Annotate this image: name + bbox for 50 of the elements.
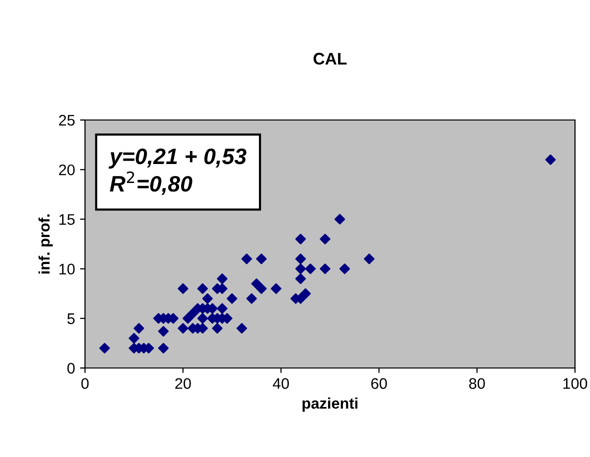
point	[305, 264, 316, 274]
x-tick-label: 60	[371, 378, 387, 389]
point	[216, 303, 228, 314]
x-tick-label: 0	[81, 378, 89, 389]
point	[202, 293, 213, 304]
point	[300, 288, 311, 299]
y-tick-label: 20	[59, 164, 75, 176]
point	[158, 326, 169, 337]
y-tick-label: 0	[67, 362, 75, 374]
chart-title: CAL	[314, 52, 347, 65]
y-tick-label: 5	[67, 313, 75, 324]
x-tick-label: 100	[563, 378, 588, 389]
point	[128, 332, 140, 344]
point	[320, 234, 330, 244]
point	[158, 342, 169, 354]
point	[182, 313, 194, 324]
x-axis-title: pazienti	[302, 398, 358, 412]
point	[295, 234, 306, 244]
point	[178, 283, 188, 294]
point	[212, 323, 223, 334]
point	[295, 273, 306, 284]
point	[226, 293, 238, 304]
x-tick-label: 20	[175, 378, 191, 389]
point	[545, 154, 556, 165]
point	[188, 308, 198, 319]
point	[99, 342, 110, 354]
point	[246, 293, 257, 304]
y-axis-title: inf. prof.	[38, 214, 53, 274]
point	[256, 283, 267, 294]
point	[256, 254, 267, 264]
point	[197, 283, 208, 294]
point	[134, 323, 144, 334]
point	[216, 273, 228, 284]
x-tick-label: 80	[469, 378, 485, 389]
point	[270, 283, 282, 294]
point	[236, 323, 248, 334]
point	[364, 254, 374, 264]
point	[339, 264, 350, 274]
x-tick-label: 40	[272, 378, 289, 389]
point	[197, 313, 208, 324]
point	[320, 264, 330, 274]
y-tick-label: 25	[59, 114, 75, 126]
point	[334, 214, 346, 224]
annotation: y=0,21 + 0,53 R$^{2}$=0,80	[108, 148, 246, 195]
y-tick-label: 10	[59, 264, 75, 274]
point	[295, 254, 306, 264]
point	[295, 264, 306, 274]
y-tick-label: 15	[59, 214, 75, 225]
point	[178, 323, 188, 334]
point	[241, 254, 252, 264]
